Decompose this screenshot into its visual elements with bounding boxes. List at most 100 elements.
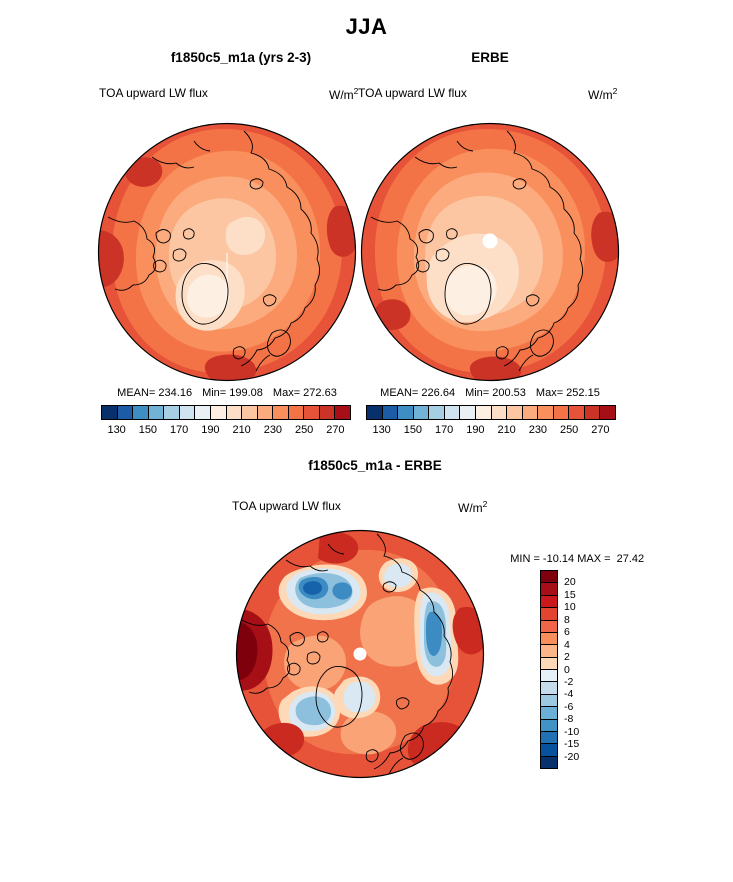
colorbar-tick: 15	[564, 588, 576, 601]
colorbar-tick: -10	[564, 725, 580, 738]
colorbar-segment	[210, 406, 227, 419]
colorbar-tick: 250	[559, 424, 579, 436]
colorbar-tick: 150	[403, 424, 423, 436]
pole-hole-dot	[353, 647, 367, 661]
colorbar-tick: 170	[169, 424, 189, 436]
colorbar-segment	[444, 406, 461, 419]
colorbar-segment	[133, 406, 149, 419]
colorbar-tick: -6	[564, 700, 574, 713]
variable-label-model: TOA upward LW flux	[99, 86, 208, 100]
figure-title: JJA	[345, 14, 388, 39]
diff-min: MIN = -10.14	[510, 553, 575, 565]
colorbar-segment	[475, 406, 492, 419]
map-boundary	[97, 122, 357, 382]
colorbar-segment	[413, 406, 430, 419]
colorbar-segment	[541, 583, 557, 596]
colorbar-segment	[195, 406, 211, 419]
diff-minmax: MIN = -10.14 MAX = 27.42	[498, 541, 644, 577]
colorbar-tick: -20	[564, 750, 580, 763]
colorbar-segment	[242, 406, 258, 419]
colorbar-segment	[541, 694, 557, 708]
colorbar-segment	[584, 406, 601, 419]
colorbar-model	[101, 405, 351, 420]
colorbar-segment	[102, 406, 118, 419]
colorbar-segment	[541, 707, 557, 720]
colorbar-segment	[538, 406, 554, 419]
colorbar-segment	[522, 406, 539, 419]
colorbar-tick: 10	[564, 601, 576, 614]
colorbar-segment	[541, 731, 557, 745]
diff-max: MAX = 27.42	[577, 553, 645, 565]
colorbar-tick: 170	[434, 424, 454, 436]
colorbar-diff-ticks: 20 15 10 8 6 4 2 0 -2 -4 -6 -8 -10 -15 -…	[564, 570, 594, 769]
colorbar-segment	[569, 406, 585, 419]
pole-hole-dot	[482, 233, 498, 249]
colorbar-segment	[541, 756, 557, 768]
colorbar-tick: 230	[528, 424, 548, 436]
colorbar-segment	[541, 571, 557, 584]
colorbar-tick: 230	[263, 424, 283, 436]
colorbar-tick: 270	[326, 424, 345, 436]
units-label-obs: W/m2	[588, 86, 617, 102]
units-exponent: 2	[612, 86, 618, 96]
colorbar-segment	[429, 406, 445, 419]
colorbar-tick: 0	[564, 663, 570, 676]
colorbar-tick: -15	[564, 738, 580, 751]
colorbar-segment	[226, 406, 243, 419]
colorbar-segment	[319, 406, 336, 419]
variable-label-obs: TOA upward LW flux	[358, 86, 467, 100]
colorbar-tick: -8	[564, 713, 574, 726]
panel-header-diff: f1850c5_m1a - ERBE	[308, 458, 442, 473]
colorbar-segment	[117, 406, 134, 419]
coastlines	[107, 130, 320, 372]
colorbar-segment	[164, 406, 180, 419]
colorbar-segment	[541, 608, 557, 621]
colorbar-obs	[366, 405, 616, 420]
stats-model: MEAN= 234.16 Min= 199.08 Max= 272.63	[90, 387, 364, 399]
meridian-artifact	[226, 253, 228, 299]
stat-min: Min= 200.53	[465, 387, 526, 399]
colorbar-tick: 190	[201, 424, 220, 436]
colorbar-segment	[541, 645, 557, 658]
colorbar-segment	[507, 406, 523, 419]
units-label-model: W/m2	[329, 86, 358, 102]
colorbar-tick: 250	[294, 424, 314, 436]
colorbar-segment	[398, 406, 414, 419]
colorbar-segment	[460, 406, 476, 419]
colorbar-segment	[541, 682, 557, 695]
colorbar-segment	[257, 406, 274, 419]
colorbar-tick: 6	[564, 626, 570, 639]
colorbar-obs-ticks: 130 150 170 190 210 230 250 270	[366, 424, 616, 438]
colorbar-tick: 210	[232, 424, 251, 436]
stat-max: Max= 272.63	[272, 387, 337, 399]
stat-max: Max= 252.15	[535, 387, 600, 399]
coastlines	[370, 130, 583, 372]
stats-obs: MEAN= 226.64 Min= 200.53 Max= 252.15	[353, 387, 627, 399]
units-base: W/m	[458, 501, 483, 515]
colorbar-segment	[179, 406, 196, 419]
map-boundary	[360, 122, 620, 382]
colorbar-tick: 190	[466, 424, 485, 436]
colorbar-segment	[367, 406, 383, 419]
map-erbe	[360, 122, 620, 382]
variable-label-diff: TOA upward LW flux	[232, 499, 341, 513]
colorbar-segment	[541, 632, 557, 646]
colorbar-tick: 2	[564, 651, 570, 664]
colorbar-tick: 20	[564, 576, 576, 589]
colorbar-segment	[541, 657, 557, 670]
colorbar-tick: 150	[138, 424, 158, 436]
colorbar-tick: 8	[564, 613, 570, 626]
units-base: W/m	[329, 88, 354, 102]
colorbar-segment	[541, 744, 557, 757]
map-diff	[235, 529, 485, 779]
units-exponent: 2	[482, 499, 488, 509]
stat-mean: MEAN= 234.16	[117, 387, 193, 399]
colorbar-segment	[541, 620, 557, 633]
colorbar-segment	[600, 406, 615, 419]
colorbar-tick: -2	[564, 675, 574, 688]
panel-header-model: f1850c5_m1a (yrs 2-3)	[170, 50, 312, 65]
coastlines	[241, 533, 453, 775]
stat-min: Min= 199.08	[202, 387, 263, 399]
colorbar-segment	[541, 719, 557, 732]
